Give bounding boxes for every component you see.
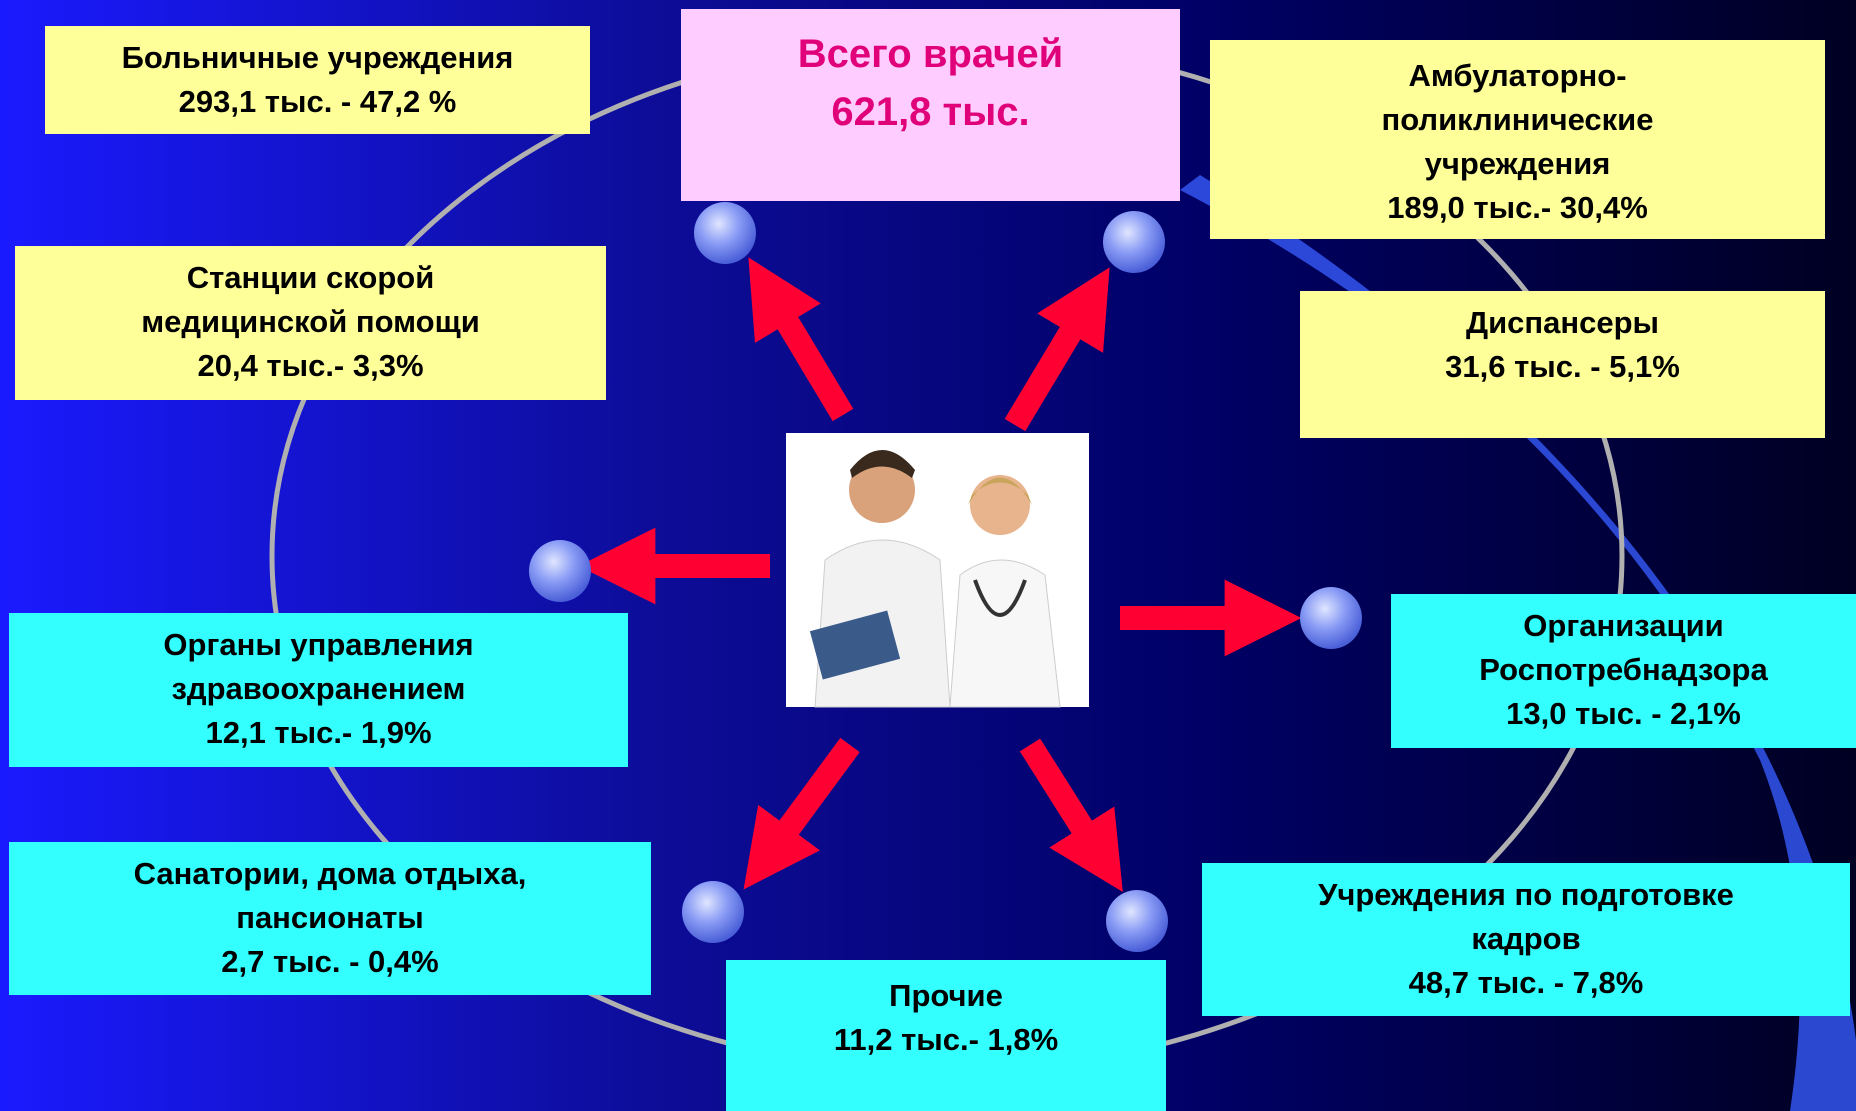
arrow bbox=[1019, 738, 1123, 892]
text-line: 12,1 тыс.- 1,9% bbox=[205, 715, 432, 750]
text-line: Роспотребнадзора bbox=[1479, 652, 1768, 687]
text-line: 48,7 тыс. - 7,8% bbox=[1408, 965, 1644, 1000]
node-box: Организации Роспотребнадзора 13,0 тыс. -… bbox=[1391, 594, 1856, 748]
sphere bbox=[1106, 890, 1168, 952]
sphere bbox=[529, 540, 591, 602]
text-line: Всего врачей bbox=[797, 32, 1064, 76]
text-line: учреждения bbox=[1424, 146, 1611, 181]
hair bbox=[850, 450, 915, 478]
node-box: Санатории, дома отдыха, пансионаты 2,7 т… bbox=[9, 842, 651, 995]
node-box: Амбулаторно- поликлинические учреждения … bbox=[1210, 40, 1825, 239]
sphere bbox=[694, 202, 756, 264]
node-box: Станции скорой медицинской помощи 20,4 т… bbox=[15, 246, 606, 400]
text-line: 2,7 тыс. - 0,4% bbox=[221, 944, 439, 979]
photo bbox=[786, 433, 1089, 708]
spheres bbox=[529, 202, 1362, 952]
face bbox=[970, 475, 1030, 535]
text-line: здравоохранением bbox=[171, 671, 466, 706]
text-line: кадров bbox=[1471, 921, 1581, 956]
text-line: Органы управления bbox=[163, 627, 474, 662]
node-box: Учреждения по подготовке кадров 48,7 тыс… bbox=[1202, 863, 1850, 1016]
sphere bbox=[1300, 587, 1362, 649]
face bbox=[849, 457, 915, 523]
node-box: Прочие 11,2 тыс.- 1,8% bbox=[726, 960, 1166, 1111]
arrows bbox=[578, 257, 1302, 892]
arrow bbox=[743, 737, 860, 890]
text-line: 31,6 тыс. - 5,1% bbox=[1445, 349, 1680, 384]
text-line: Амбулаторно- bbox=[1408, 58, 1627, 93]
text-line: Учреждения по подготовке bbox=[1318, 877, 1734, 912]
text-line: поликлинические bbox=[1381, 102, 1654, 137]
node-box: Органы управления здравоохранением 12,1 … bbox=[9, 613, 628, 767]
arrow bbox=[748, 257, 854, 422]
text-line: медицинской помощи bbox=[141, 304, 480, 339]
text-line: Организации bbox=[1523, 608, 1724, 643]
node-box: Диспансеры 31,6 тыс. - 5,1% bbox=[1300, 291, 1825, 438]
text-line: Прочие bbox=[889, 978, 1003, 1013]
text-line: 20,4 тыс.- 3,3% bbox=[197, 348, 424, 383]
node-box: Больничные учреждения 293,1 тыс. - 47,2 … bbox=[45, 26, 590, 134]
sphere bbox=[1103, 211, 1165, 273]
text-line: 11,2 тыс.- 1,8% bbox=[833, 1022, 1059, 1057]
sphere bbox=[682, 881, 744, 943]
arrow bbox=[1004, 267, 1110, 432]
text-line: пансионаты bbox=[236, 900, 424, 935]
text-line: Больничные учреждения bbox=[121, 40, 514, 75]
stethoscope bbox=[973, 579, 1027, 617]
hair bbox=[968, 477, 1032, 505]
text-line: 189,0 тыс.- 30,4% bbox=[1387, 190, 1648, 225]
text-line: 621,8 тыс. bbox=[831, 90, 1030, 134]
coat bbox=[949, 559, 1061, 708]
text-line: 13,0 тыс. - 2,1% bbox=[1506, 696, 1741, 731]
text-line: Диспансеры bbox=[1466, 305, 1659, 340]
clipboard bbox=[809, 610, 901, 680]
text-line: 293,1 тыс. - 47,2 % bbox=[178, 84, 457, 119]
text-line: Санатории, дома отдыха, bbox=[133, 856, 527, 891]
total-box: Всего врачей 621,8 тыс. bbox=[681, 9, 1180, 201]
text-line: Станции скорой bbox=[186, 260, 435, 295]
